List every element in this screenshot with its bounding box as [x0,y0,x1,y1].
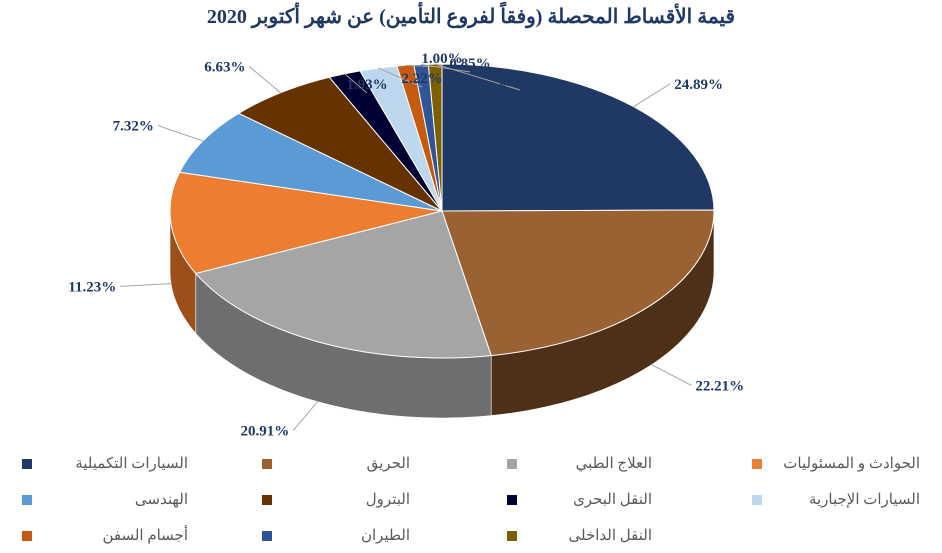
data-label-8: 1.00% [421,51,462,67]
pie-slice-5 [237,76,443,212]
legend-item-2: العلاج الطبي [507,454,652,473]
legend-label-0: السيارات التكميلية [75,456,188,472]
legend-swatch-0 [22,458,32,469]
legend-item-0: السيارات التكميلية [22,454,188,473]
pie-slice-3 [169,171,443,275]
data-label-3: 11.23% [68,279,116,295]
leader-line-4 [157,125,204,142]
legend-label-5: البترول [365,492,410,508]
data-labels: 24.89% 22.21% 20.91% 11.23% 7.32% 6.63% 1.93% 2… [68,51,744,439]
legend-label-10: النقل الداخلى [568,528,652,544]
legend-label-1: الحريق [366,456,410,472]
legend-label-4: الهندسى [134,492,188,508]
leader-line-10 [435,63,521,91]
leader-line-6 [344,73,368,94]
legend: السيارات التكميلية الحريق العلاج الطبي الحو… [0,448,942,553]
data-label-10: 0.80% [499,74,540,90]
legend-label-9: الطيران [360,528,410,544]
legend-item-4: الهندسى [22,490,188,509]
legend-label-3: الحوادث و المسئوليات [783,456,920,472]
pie-slice-2 [194,210,492,359]
legend-swatch-8 [22,530,32,541]
pie-slice-4 [178,112,443,212]
chart-title: قيمة الأقساط المحصلة (وفقاً لفروع التأمي… [206,6,736,28]
legend-item-9: الطيران [262,526,410,545]
legend-swatch-5 [262,494,272,505]
legend-item-10: النقل الداخلى [507,526,652,545]
legend-swatch-7 [752,494,762,505]
data-label-1: 22.21% [695,378,744,394]
legend-swatch-2 [507,458,517,469]
legend-label-2: العلاج الطبي [575,456,652,472]
legend-swatch-9 [262,530,272,541]
legend-label-7: السيارات الإجبارية [808,492,920,508]
legend-item-1: الحريق [262,454,410,473]
leader-line-0 [633,83,671,108]
legend-item-8: أجسام السفن [22,526,188,545]
legend-swatch-4 [22,494,32,505]
legend-swatch-3 [752,458,762,469]
data-label-6: 1.93% [346,77,387,93]
leader-line-3 [120,283,172,287]
leader-line-5 [249,66,281,94]
legend-item-7: السيارات الإجبارية [752,490,920,509]
pie-slice-1 [441,209,715,357]
legend-item-5: البترول [262,490,410,509]
pie-slice-0 [441,63,715,212]
data-label-2: 20.91% [240,423,289,439]
legend-item-6: النقل البحرى [507,490,652,509]
leader-line-7 [378,67,423,88]
data-label-4: 7.32% [113,119,154,135]
legend-swatch-10 [507,530,517,541]
leader-line-9 [421,63,471,73]
leader-line-1 [651,364,692,386]
data-label-9: 0.85% [449,56,490,72]
legend-label-6: النقل البحرى [573,492,652,508]
data-label-5: 6.63% [204,60,245,76]
legend-swatch-6 [507,494,517,505]
pie-slices [169,63,715,359]
data-label-0: 24.89% [674,77,723,93]
legend-item-3: الحوادث و المسئوليات [752,454,920,473]
leader-line-2 [292,401,318,431]
pie-chart: 24.89% 22.21% 20.91% 11.23% 7.32% 6.63% 1.93% 2… [68,51,744,439]
legend-label-8: أجسام السفن [102,528,188,544]
legend-swatch-1 [262,458,272,469]
data-label-7: 2.22% [401,71,442,87]
